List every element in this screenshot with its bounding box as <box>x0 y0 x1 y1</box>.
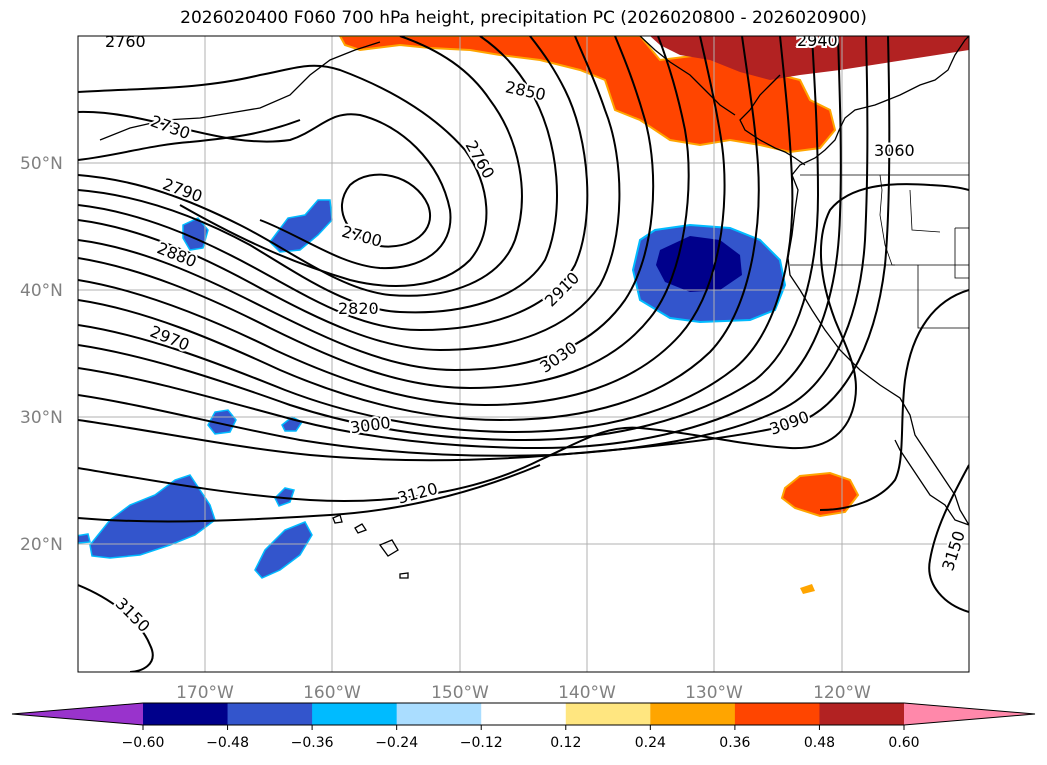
colorbar-segment <box>650 703 736 725</box>
map-area: 2760 2730 2790 2880 2970 2700 2820 2760 … <box>78 31 969 672</box>
lon-label: 170°W <box>176 683 234 703</box>
precip-strong-negative <box>656 236 742 292</box>
contour-label: 2820 <box>338 299 379 318</box>
precip-small-positive <box>800 584 815 594</box>
map-title: 2026020400 F060 700 hPa height, precipit… <box>180 8 867 28</box>
colorbar: −0.60 −0.48 −0.36 −0.24 −0.12 0.12 0.24 0.36 0.4… <box>11 702 1036 751</box>
contour-label: 2700 <box>340 222 384 251</box>
height-contours <box>78 36 969 672</box>
contour-label: 2760 <box>462 137 499 182</box>
colorbar-tick-label: −0.36 <box>291 735 334 751</box>
colorbar-tick-label: −0.60 <box>122 735 165 751</box>
longitude-labels: 170°W 160°W 150°W 140°W 130°W 120°W <box>176 683 871 703</box>
colorbar-segment <box>143 703 229 725</box>
colorbar-tick-label: 0.24 <box>635 735 666 751</box>
contour-2730 <box>78 110 452 270</box>
colorbar-tick-label: 0.12 <box>550 735 581 751</box>
colorbar-segment <box>819 703 905 725</box>
contour-2700 <box>340 173 431 248</box>
contour-label: 2760 <box>105 32 146 51</box>
colorbar-segment <box>227 703 313 725</box>
contour-label: 3150 <box>938 528 969 573</box>
contour-label: 2850 <box>504 77 548 104</box>
contour-label: 3150 <box>112 594 154 636</box>
lon-label: 150°W <box>431 683 489 703</box>
colorbar-tick-label: 0.36 <box>719 735 750 751</box>
lat-label: 50°N <box>20 154 63 174</box>
colorbar-tick-label: 0.60 <box>888 735 919 751</box>
colorbar-extend-high <box>904 703 1035 725</box>
colorbar-segment <box>396 703 482 725</box>
lon-label: 130°W <box>685 683 743 703</box>
contour-label: 3000 <box>349 413 392 437</box>
precip-fills <box>78 36 969 594</box>
colorbar-segment <box>312 703 398 725</box>
precip-negative-south <box>254 521 313 579</box>
colorbar-segment <box>734 703 820 725</box>
contour-label: 2730 <box>148 111 193 143</box>
precip-negative-small4 <box>78 533 91 544</box>
lat-label: 40°N <box>20 281 63 301</box>
colorbar-tick-label: 0.48 <box>804 735 835 751</box>
contour-2760a <box>78 64 488 287</box>
colorbar-tick-label: −0.48 <box>206 735 249 751</box>
graticule <box>78 36 969 672</box>
precip-negative-small3 <box>274 487 295 507</box>
lat-label: 20°N <box>20 535 63 555</box>
precip-negative-small1 <box>207 409 237 435</box>
colorbar-extend-low <box>12 703 143 725</box>
contour-label: 3060 <box>874 141 915 160</box>
colorbar-tick-label: −0.24 <box>375 735 418 751</box>
precip-positive-subtropic <box>780 471 860 518</box>
political-borders <box>790 174 969 329</box>
contour-label: 2910 <box>541 268 583 310</box>
lon-label: 140°W <box>558 683 616 703</box>
latitude-labels: 50°N 40°N 30°N 20°N <box>20 154 63 555</box>
contour-label: 2790 <box>160 174 205 206</box>
map-frame <box>77 35 970 673</box>
lon-label: 120°W <box>813 683 871 703</box>
lat-label: 30°N <box>20 408 63 428</box>
contour-label: 2970 <box>147 322 192 355</box>
lon-label: 160°W <box>303 683 361 703</box>
colorbar-segment <box>565 703 651 725</box>
precip-negative-west <box>89 474 216 559</box>
colorbar-segment <box>481 703 567 725</box>
colorbar-tick-label: −0.12 <box>460 735 503 751</box>
precip-negative-central1 <box>269 199 333 253</box>
contour-label: 2940 <box>797 31 838 50</box>
